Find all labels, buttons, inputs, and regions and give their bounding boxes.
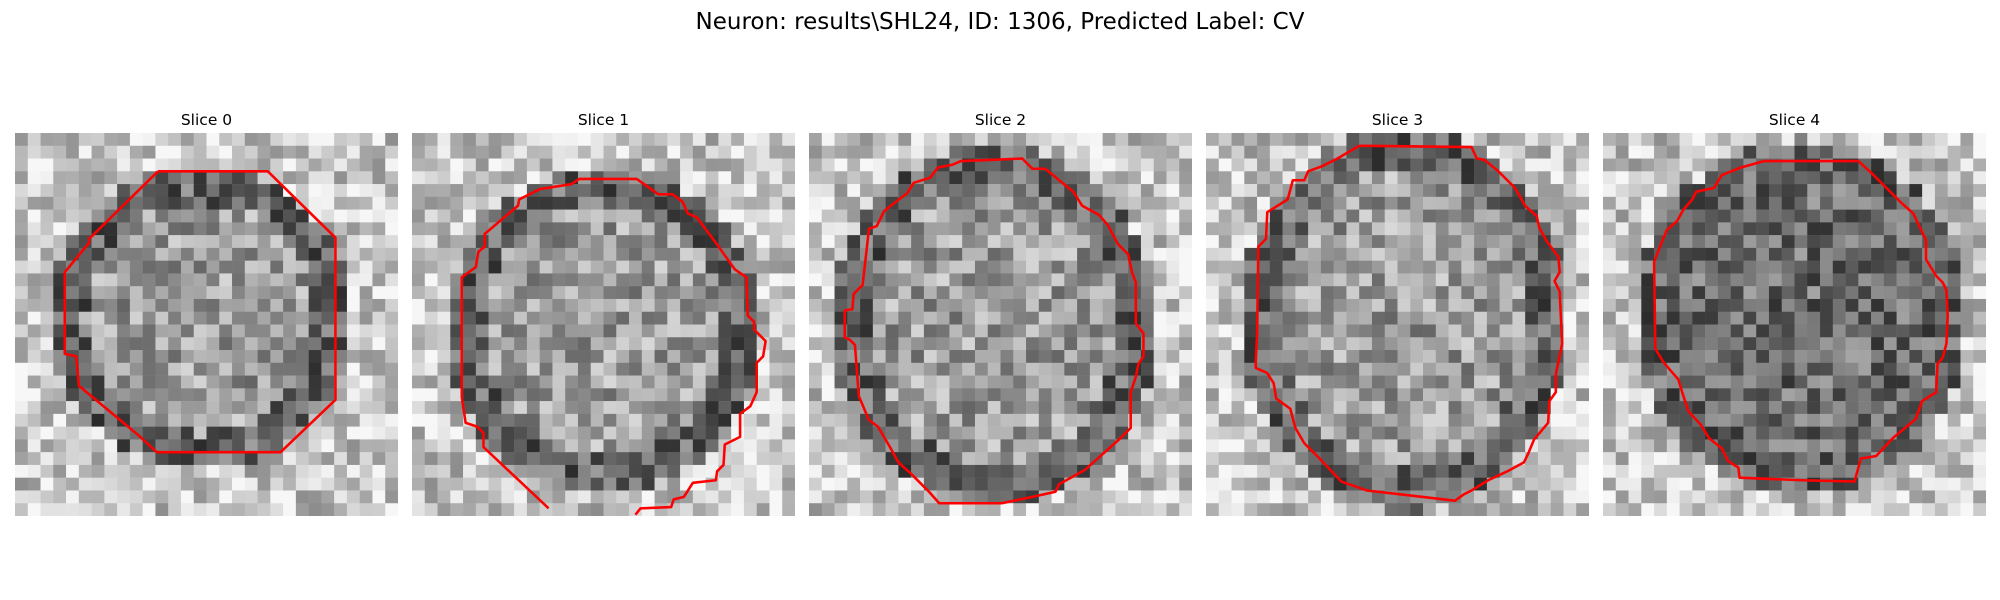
slice-image <box>15 133 398 516</box>
slice-title: Slice 2 <box>974 111 1027 129</box>
segmentation-contour <box>1652 159 1949 483</box>
segmentation-contour <box>1254 144 1564 502</box>
slice-title: Slice 4 <box>1768 111 1821 129</box>
slice-title: Slice 3 <box>1371 111 1424 129</box>
pixel-grid <box>1206 133 1589 516</box>
pixel-grid <box>412 133 795 516</box>
figure-title: Neuron: results\SHL24, ID: 1306, Predict… <box>695 9 1305 35</box>
pixel-grid <box>1603 133 1986 516</box>
segmentation-contour <box>460 177 767 516</box>
slice-image <box>809 133 1192 516</box>
slice-image <box>1206 133 1589 516</box>
pixel-grid <box>809 133 1192 516</box>
slice-title: Slice 0 <box>180 111 233 129</box>
slice-image <box>412 133 795 516</box>
slice-title: Slice 1 <box>577 111 630 129</box>
segmentation-contour <box>63 170 337 454</box>
segmentation-contour <box>843 157 1145 505</box>
pixel-grid <box>15 133 398 516</box>
slice-image <box>1603 133 1986 516</box>
